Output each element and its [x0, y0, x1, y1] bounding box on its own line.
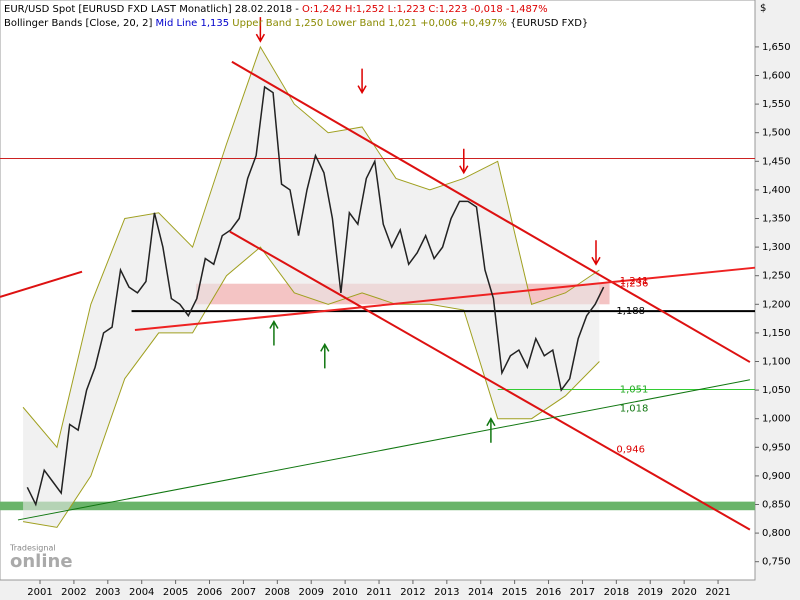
y-tick-label: 1,000 [762, 414, 791, 425]
x-tick-label: 2018 [604, 587, 629, 598]
y-tick-label: 1,350 [762, 214, 791, 225]
x-tick-label: 2004 [129, 587, 154, 598]
y-tick-label: 1,300 [762, 242, 791, 253]
trend-line [17, 379, 751, 521]
header-segment: Mid Line 1,135 [156, 18, 233, 29]
x-tick-label: 2013 [434, 587, 459, 598]
logo: online [10, 551, 73, 572]
x-tick-label: 2012 [400, 587, 425, 598]
trend-line [231, 60, 751, 363]
x-tick-label: 2014 [468, 587, 493, 598]
band-fill [23, 46, 600, 528]
arrow [357, 68, 367, 95]
arrow [255, 17, 266, 43]
header-segment: Upper Band 1,250 Lower Band 1,021 +0,006… [232, 18, 510, 29]
x-tick-label: 2006 [197, 587, 222, 598]
trend-line [134, 266, 756, 332]
y-tick-label: 1,100 [762, 356, 791, 367]
header-segment: O:1,242 H:1,252 L:1,223 C:1,223 -0,018 -… [302, 4, 548, 15]
level-label: 1,018 [620, 403, 649, 414]
x-tick-label: 2015 [502, 587, 527, 598]
y-tick-label: 0,850 [762, 499, 791, 510]
y-tick-label: 1,050 [762, 385, 791, 396]
x-tick-label: 2008 [265, 587, 290, 598]
level-label: 1,051 [620, 385, 649, 396]
arrow [269, 319, 279, 346]
level-label: 1,241 [620, 276, 649, 287]
x-tick-label: 2019 [638, 587, 663, 598]
x-tick-label: 2001 [27, 587, 52, 598]
y-tick-label: 1,150 [762, 328, 791, 339]
y-tick-label: 1,250 [762, 271, 791, 282]
x-tick-label: 2003 [95, 587, 120, 598]
y-tick-label: 1,550 [762, 99, 791, 110]
arrow [320, 342, 330, 369]
upper-band [22, 45, 600, 449]
level-label: 0,946 [616, 445, 645, 456]
x-tick-label: 2010 [332, 587, 357, 598]
y-tick-label: 1,600 [762, 71, 791, 82]
x-tick-label: 2011 [366, 587, 391, 598]
zone [0, 501, 755, 511]
y-tick-label: 0,750 [762, 557, 791, 568]
currency: $ [760, 3, 766, 14]
trend-line [0, 270, 83, 298]
x-tick-label: 2016 [536, 587, 561, 598]
y-tick-label: 0,950 [762, 442, 791, 453]
header-segment: EUR/USD Spot [EURUSD FXD LAST Monatlich]… [4, 4, 302, 15]
y-tick-label: 1,650 [762, 42, 791, 53]
x-tick-label: 2007 [231, 587, 256, 598]
level-label: 1,236 [620, 279, 649, 290]
trend-line [229, 230, 751, 531]
arrow [486, 417, 496, 443]
arrow [591, 240, 601, 266]
header-segment: Bollinger Bands [Close, 20, 2] [4, 18, 156, 29]
x-tick-label: 2020 [671, 587, 696, 598]
x-tick-label: 2009 [298, 587, 323, 598]
x-tick-label: 2005 [163, 587, 188, 598]
y-tick-label: 1,200 [762, 299, 791, 310]
x-tick-label: 2002 [61, 587, 86, 598]
logo-small: Tradesignal [9, 544, 56, 553]
lower-band [22, 246, 600, 528]
header-line: Bollinger Bands [Close, 20, 2] Mid Line … [4, 18, 588, 29]
price-line [26, 85, 605, 507]
y-tick-label: 0,800 [762, 528, 791, 539]
y-tick-label: 1,400 [762, 185, 791, 196]
y-tick-label: 1,450 [762, 156, 791, 167]
header-segment: {EURUSD FXD} [510, 18, 588, 29]
x-tick-label: 2021 [705, 587, 730, 598]
y-tick-label: 1,500 [762, 128, 791, 139]
arrow [459, 148, 469, 175]
header-line: EUR/USD Spot [EURUSD FXD LAST Monatlich]… [4, 4, 548, 15]
y-tick-label: 0,900 [762, 471, 791, 482]
level-label: 1,188 [616, 306, 645, 317]
x-tick-label: 2017 [570, 587, 595, 598]
